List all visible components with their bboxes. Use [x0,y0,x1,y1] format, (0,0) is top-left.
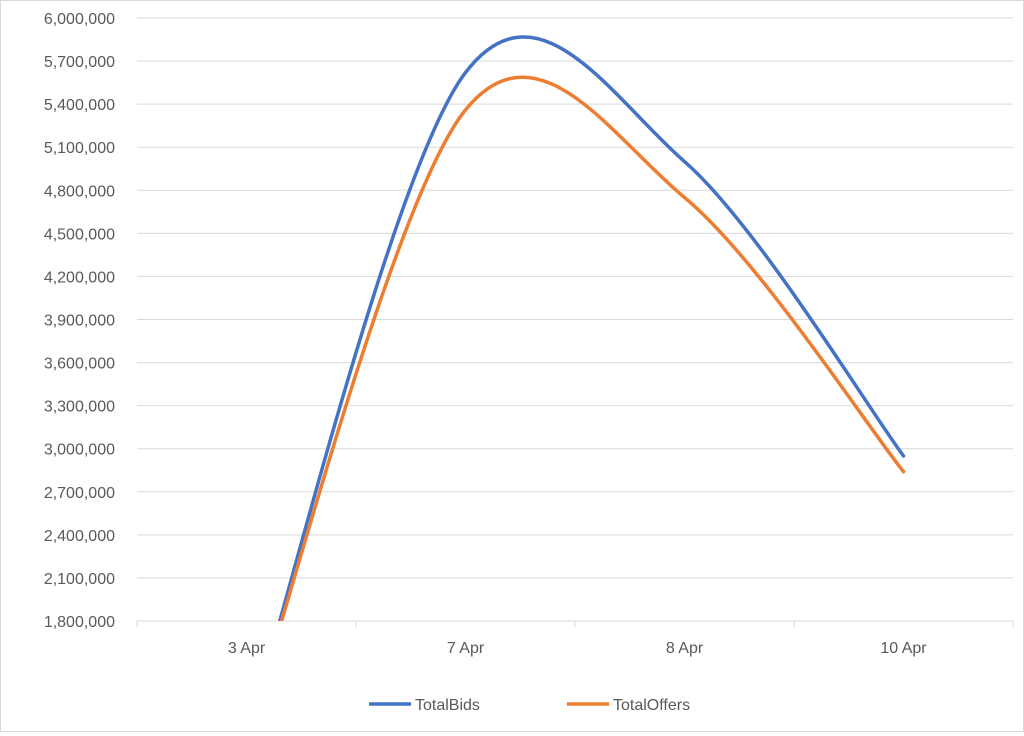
y-tick-label: 3,000,000 [44,442,115,459]
y-tick-label: 3,300,000 [44,399,115,416]
series-line-totaloffers [279,75,906,621]
y-tick-label: 4,800,000 [44,183,115,200]
y-tick-label: 5,400,000 [44,97,115,114]
y-tick-label: 5,100,000 [44,140,115,157]
x-tick-label: 8 Apr [666,640,704,657]
y-tick-label: 2,700,000 [44,485,115,502]
y-tick-label: 1,800,000 [44,614,115,631]
y-tick-label: 3,900,000 [44,313,115,330]
gridlines [137,17,1013,579]
legend-label: TotalOffers [613,697,690,714]
y-tick-label: 5,700,000 [44,54,115,71]
series-lines [277,35,906,621]
legend: TotalBids TotalOffers [369,697,690,714]
y-tick-label: 2,100,000 [44,571,115,588]
y-tick-label: 3,600,000 [44,356,115,373]
legend-label: TotalBids [415,697,480,714]
x-axis: 3 Apr 7 Apr 8 Apr 10 Apr [136,620,1014,657]
y-tick-label: 6,000,000 [44,11,115,28]
y-tick-label: 4,200,000 [44,269,115,286]
x-tick-label: 7 Apr [447,640,485,657]
y-axis-tick-labels: 1,800,000 2,100,000 2,400,000 2,700,000 3,00… [44,11,115,631]
y-tick-label: 2,400,000 [44,528,115,545]
series-line-totalbids [277,35,906,621]
x-tick-label: 10 Apr [880,640,927,657]
y-tick-label: 4,500,000 [44,226,115,243]
x-tick-label: 3 Apr [228,640,266,657]
